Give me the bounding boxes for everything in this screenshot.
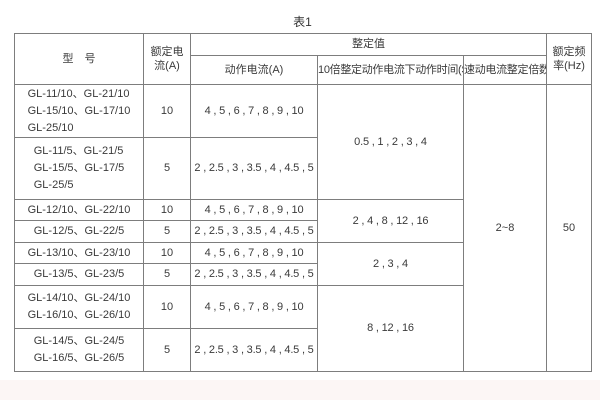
- action-time-cell: 0.5 , 1 , 2 , 3 , 4: [317, 84, 464, 200]
- table-caption: 表1: [293, 15, 312, 29]
- footer-strip: [0, 380, 600, 400]
- rated-current-cell: 5: [143, 220, 191, 243]
- header-rated-current: 额定电 流(A): [143, 33, 191, 85]
- model-cell: GL-13/10、GL-23/10: [14, 242, 144, 264]
- table-row: GL-13/10、GL-23/10 10 4 , 5 , 6 , 7 , 8 ,…: [14, 242, 592, 286]
- action-current-cell: 2 , 2.5 , 3 , 3.5 , 4 , 4.5 , 5: [190, 220, 318, 243]
- table-row: GL-11/5、GL-21/5 GL-15/5、GL-17/5 GL-25/5 …: [14, 137, 592, 200]
- model-cell: GL-12/10、GL-22/10: [14, 199, 144, 221]
- rated-frequency-cell: 50: [546, 84, 593, 372]
- action-time-cell: 2 , 4 , 8 , 12 , 16: [317, 199, 464, 243]
- model-text: GL-14/10、GL-24/10 GL-16/10、GL-26/10: [27, 292, 131, 321]
- model-cell: GL-14/5、GL-24/5 GL-16/5、GL-26/5: [14, 328, 144, 372]
- table-row: GL-11/10、GL-21/10 GL-15/10、GL-17/10 GL-2…: [14, 84, 593, 372]
- rated-current-cell: 5: [143, 328, 191, 372]
- header-rated-frequency: 额定频 率(Hz): [546, 33, 593, 85]
- rated-current-cell: 10: [143, 242, 191, 264]
- rated-current-cell: 5: [143, 137, 191, 200]
- rated-current-cell: 10: [143, 84, 191, 138]
- model-text: GL-11/10、GL-21/10 GL-15/10、GL-17/10 GL-2…: [27, 87, 131, 134]
- model-text: GL-11/5、GL-21/5 GL-15/5、GL-17/5 GL-25/5: [33, 145, 125, 191]
- model-cell: GL-11/10、GL-21/10 GL-15/10、GL-17/10 GL-2…: [14, 84, 144, 138]
- action-current-cell: 4 , 5 , 6 , 7 , 8 , 9 , 10: [190, 84, 318, 138]
- action-current-cell: 2 , 2.5 , 3 , 3.5 , 4 , 4.5 , 5: [190, 328, 318, 372]
- action-current-cell: 4 , 5 , 6 , 7 , 8 , 9 , 10: [190, 285, 318, 329]
- table-row: GL-14/5、GL-24/5 GL-16/5、GL-26/5 5 2 , 2.…: [14, 328, 592, 372]
- table-row: GL-13/5、GL-23/5 5 2 , 2.5 , 3 , 3.5 , 4 …: [14, 263, 592, 286]
- action-current-cell: 2 , 2.5 , 3 , 3.5 , 4 , 4.5 , 5: [190, 137, 318, 200]
- quick-multiplier-cell: 2~8: [462, 84, 548, 372]
- rated-current-cell: 10: [143, 285, 191, 329]
- action-time-cell: 8 , 12 , 16: [317, 285, 464, 372]
- table-row: GL-12/10、GL-22/10 10 4 , 5 , 6 , 7 , 8 ,…: [14, 199, 592, 243]
- model-cell: GL-14/10、GL-24/10 GL-16/10、GL-26/10: [14, 285, 144, 329]
- model-text: GL-14/5、GL-24/5 GL-16/5、GL-26/5: [33, 335, 125, 364]
- table-row: GL-14/10、GL-24/10 GL-16/10、GL-26/10 10 4…: [14, 285, 592, 372]
- action-current-cell: 2 , 2.5 , 3 , 3.5 , 4 , 4.5 , 5: [190, 263, 318, 286]
- action-time-cell: 2 , 3 , 4: [317, 242, 464, 286]
- header-setting-value: 整定值: [189, 33, 548, 56]
- relay-spec-table: 型 号 额定电 流(A) 整定值 额定频 率(Hz) 动作电流(A) 10倍整定…: [14, 33, 593, 372]
- rated-current-cell: 5: [143, 263, 191, 286]
- action-current-cell: 4 , 5 , 6 , 7 , 8 , 9 , 10: [190, 242, 318, 264]
- header-action-current: 动作电流(A): [190, 55, 318, 85]
- header-model: 型 号: [14, 33, 144, 85]
- header-quick-multiplier: 速动电流整定倍数: [462, 55, 548, 85]
- header-action-time: 10倍整定动作电流下动作时间(S): [317, 55, 464, 85]
- action-current-cell: 4 , 5 , 6 , 7 , 8 , 9 , 10: [190, 199, 318, 221]
- rated-current-cell: 10: [143, 199, 191, 221]
- model-cell: GL-12/5、GL-22/5: [14, 220, 144, 243]
- model-cell: GL-11/5、GL-21/5 GL-15/5、GL-17/5 GL-25/5: [14, 137, 144, 200]
- model-cell: GL-13/5、GL-23/5: [14, 263, 144, 286]
